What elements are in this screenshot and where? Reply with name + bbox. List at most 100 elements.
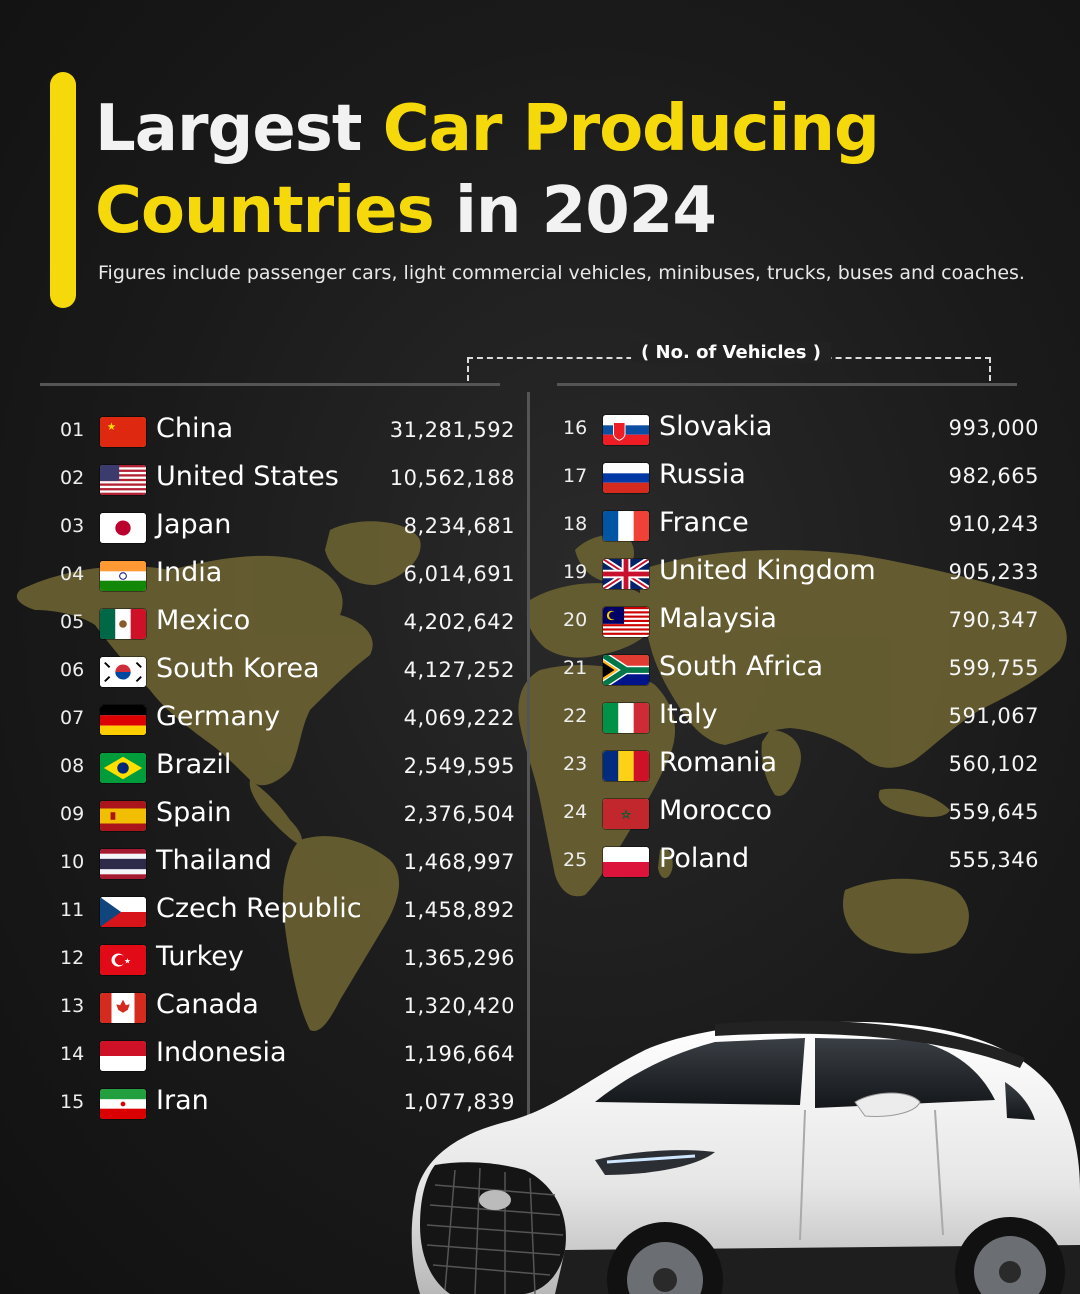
country-name: Spain xyxy=(156,797,232,828)
vehicle-count: 1,320,420 xyxy=(403,994,515,1018)
vehicle-count: 559,645 xyxy=(948,800,1039,824)
country-name: Iran xyxy=(156,1085,209,1116)
vehicle-count: 4,127,252 xyxy=(403,658,515,682)
world-map-background xyxy=(16,521,1067,1031)
ranking-row: 09 Spain 2,376,504 xyxy=(60,789,515,837)
brazil-flag-icon xyxy=(100,753,146,783)
country-name: South Korea xyxy=(156,653,320,684)
ranking-row: 19 United Kingdom 905,233 xyxy=(563,547,1039,595)
ranking-row: 25 Poland 555,346 xyxy=(563,835,1039,883)
ranking-row: 11 Czech Republic 1,458,892 xyxy=(60,885,515,933)
vehicle-count: 31,281,592 xyxy=(389,418,515,442)
country-name: Morocco xyxy=(659,795,773,826)
italy-flag-icon xyxy=(603,703,649,733)
country-name: Poland xyxy=(659,843,750,874)
country-name: South Africa xyxy=(659,651,824,682)
vehicle-count: 599,755 xyxy=(948,656,1039,680)
ranking-row: 16 Slovakia 993,000 xyxy=(563,403,1039,451)
iran-flag-icon xyxy=(100,1089,146,1119)
rank-number: 05 xyxy=(60,611,85,633)
russia-flag-icon xyxy=(603,463,649,493)
left-header-line xyxy=(40,383,500,386)
ranking-row: 18 France 910,243 xyxy=(563,499,1039,547)
vehicle-count: 8,234,681 xyxy=(403,514,515,538)
ranking-row: 03 Japan 8,234,681 xyxy=(60,501,515,549)
rank-number: 13 xyxy=(60,995,85,1017)
rank-number: 18 xyxy=(563,513,588,535)
ranking-row: 10 Thailand 1,468,997 xyxy=(60,837,515,885)
country-name: Thailand xyxy=(156,845,272,876)
slovakia-flag-icon xyxy=(603,415,649,445)
country-name: Slovakia xyxy=(659,411,773,442)
south-korea-flag-icon xyxy=(100,657,146,687)
indonesia-flag-icon xyxy=(100,1041,146,1071)
ranking-row: 02 United States 10,562,188 xyxy=(60,453,515,501)
spain-flag-icon xyxy=(100,801,146,831)
vehicle-count: 2,549,595 xyxy=(403,754,515,778)
rank-number: 17 xyxy=(563,465,588,487)
right-header-line xyxy=(557,383,1017,386)
country-name: Mexico xyxy=(156,605,251,636)
title-highlight-2: Countries xyxy=(95,174,435,248)
canada-flag-icon xyxy=(100,993,146,1023)
ranking-row: 24 ★ Morocco 559,645 xyxy=(563,787,1039,835)
turkey-flag-icon: ★ xyxy=(100,945,146,975)
rank-number: 24 xyxy=(563,801,588,823)
title-part-1: Largest xyxy=(95,92,383,166)
france-flag-icon xyxy=(603,511,649,541)
country-name: Malaysia xyxy=(659,603,777,634)
vehicle-count: 591,067 xyxy=(948,704,1039,728)
title-highlight-1: Car Producing xyxy=(382,92,880,166)
country-name: Romania xyxy=(659,747,778,778)
vehicle-count: 910,243 xyxy=(948,512,1039,536)
vehicle-count: 555,346 xyxy=(948,848,1039,872)
country-name: Brazil xyxy=(156,749,232,780)
vehicle-count: 6,014,691 xyxy=(403,562,515,586)
vehicle-count: 905,233 xyxy=(948,560,1039,584)
rank-number: 16 xyxy=(563,417,588,439)
subtitle: Figures include passenger cars, light co… xyxy=(98,262,1025,284)
country-name: Italy xyxy=(659,699,718,730)
rank-number: 22 xyxy=(563,705,588,727)
ranking-row: 20 Malaysia 790,347 xyxy=(563,595,1039,643)
vehicle-count: 4,069,222 xyxy=(403,706,515,730)
ranking-row: 13 Canada 1,320,420 xyxy=(60,981,515,1029)
vehicle-count: 993,000 xyxy=(948,416,1039,440)
rank-number: 14 xyxy=(60,1043,85,1065)
rank-number: 20 xyxy=(563,609,588,631)
china-flag-icon: ★ xyxy=(100,417,146,447)
units-label: ( No. of Vehicles ) xyxy=(631,342,831,363)
ranking-row: 15 Iran 1,077,839 xyxy=(60,1077,515,1125)
vehicle-count: 1,458,892 xyxy=(403,898,515,922)
united-kingdom-flag-icon xyxy=(603,559,649,589)
rank-number: 06 xyxy=(60,659,85,681)
country-name: United States xyxy=(156,461,339,492)
country-name: India xyxy=(156,557,223,588)
country-name: Russia xyxy=(659,459,746,490)
rank-number: 04 xyxy=(60,563,85,585)
rank-number: 12 xyxy=(60,947,85,969)
poland-flag-icon xyxy=(603,847,649,877)
south-africa-flag-icon xyxy=(603,655,649,685)
vehicle-count: 2,376,504 xyxy=(403,802,515,826)
ranking-row: 06 South Korea 4,127,252 xyxy=(60,645,515,693)
country-name: Turkey xyxy=(156,941,244,972)
vehicle-count: 1,468,997 xyxy=(403,850,515,874)
rank-number: 02 xyxy=(60,467,85,489)
ranking-row: 23 Romania 560,102 xyxy=(563,739,1039,787)
rank-number: 08 xyxy=(60,755,85,777)
ranking-row: 22 Italy 591,067 xyxy=(563,691,1039,739)
rank-number: 21 xyxy=(563,657,588,679)
country-name: Indonesia xyxy=(156,1037,287,1068)
ranking-row: 17 Russia 982,665 xyxy=(563,451,1039,499)
units-header: ( No. of Vehicles ) xyxy=(467,342,995,384)
romania-flag-icon xyxy=(603,751,649,781)
malaysia-flag-icon xyxy=(603,607,649,637)
mexico-flag-icon xyxy=(100,609,146,639)
rank-number: 10 xyxy=(60,851,85,873)
vehicle-count: 790,347 xyxy=(948,608,1039,632)
ranking-row: 08 Brazil 2,549,595 xyxy=(60,741,515,789)
country-name: Japan xyxy=(156,509,232,540)
rank-number: 19 xyxy=(563,561,588,583)
vehicle-count: 1,196,664 xyxy=(403,1042,515,1066)
